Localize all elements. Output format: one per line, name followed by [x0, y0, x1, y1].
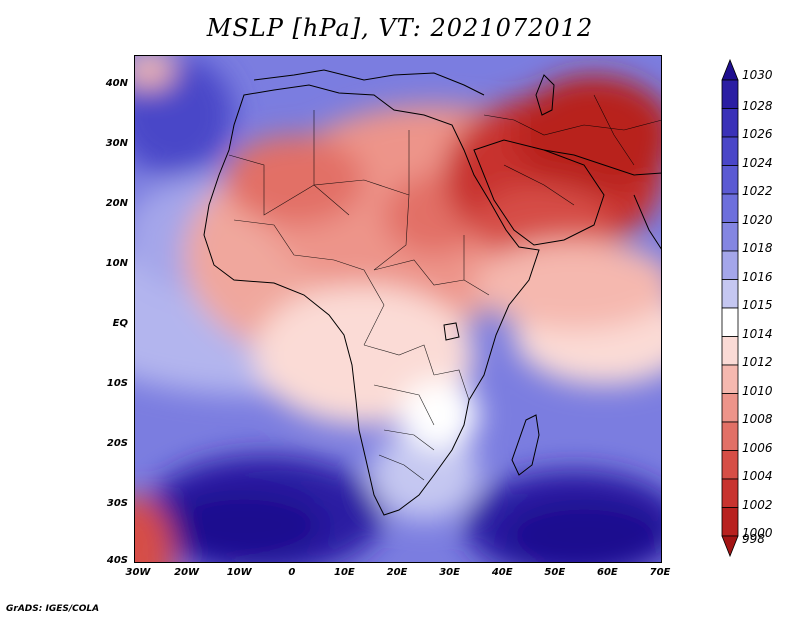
y-tick-label: 40S [106, 555, 128, 566]
colorbar-swatch [721, 507, 739, 537]
colorbar-swatch [721, 79, 739, 109]
x-tick-label: 10W [226, 567, 252, 578]
y-tick-label: EQ [112, 318, 128, 329]
colorbar-swatch [721, 193, 739, 223]
map-title: MSLP [hPa], VT: 2021072012 [206, 14, 594, 42]
y-tick-label: 10S [106, 378, 128, 389]
colorbar-label: 1015 [742, 298, 773, 312]
colorbar-label: 1014 [742, 326, 773, 341]
y-tick-label: 10N [105, 258, 128, 269]
x-tick-label: 0 [288, 567, 296, 578]
colorbar-swatch [721, 364, 739, 394]
colorbar-label: 1012 [742, 355, 773, 369]
colorbar-label: 1026 [742, 127, 773, 141]
colorbar-label: 1004 [742, 469, 773, 483]
x-tick-label: 10E [334, 567, 355, 578]
colorbar-label: 1006 [742, 440, 773, 455]
colorbar-label: 998 [742, 532, 765, 546]
colorbar-top-arrow [721, 58, 739, 81]
colorbar-label: 1000 [742, 526, 773, 540]
pressure-map [134, 55, 662, 563]
colorbar-label: 1024 [742, 155, 773, 170]
colorbar-label: 1028 [742, 98, 773, 113]
coastlines [203, 69, 662, 516]
colorbar-swatch [721, 165, 739, 195]
colorbar-swatch [721, 307, 739, 337]
y-tick-label: 20N [105, 198, 128, 209]
pressure-shading [134, 55, 662, 563]
colorbar-label: 1018 [742, 241, 773, 255]
colorbar-swatch [721, 136, 739, 166]
colorbar-swatch [721, 421, 739, 451]
colorbar-swatch [721, 478, 739, 508]
x-tick-label: 30W [125, 567, 151, 578]
colorbar-swatch [721, 222, 739, 252]
colorbar-label: 1022 [742, 184, 773, 198]
colorbar-swatch [721, 279, 739, 309]
x-tick-label: 70E [649, 567, 671, 578]
colorbar-bottom-arrow [721, 535, 739, 558]
x-tick-label: 50E [544, 567, 566, 578]
colorbar-swatch [721, 108, 739, 138]
x-tick-label: 60E [597, 567, 618, 578]
y-tick-label: 30S [106, 498, 128, 509]
x-tick-label: 40E [491, 567, 513, 578]
grads-footer: GrADS: IGES/COLA [6, 604, 100, 614]
colorbar-label: 1030 [742, 68, 773, 82]
colorbar-swatch [721, 393, 739, 423]
y-tick-label: 30N [105, 138, 128, 149]
x-tick-label: 20W [174, 567, 200, 578]
y-tick-label: 20S [106, 438, 128, 449]
x-tick-label: 30E [439, 567, 460, 578]
colorbar-label: 1002 [742, 497, 773, 512]
colorbar-swatch [721, 336, 739, 366]
y-tick-label: 40N [105, 78, 128, 89]
colorbar-label: 1016 [742, 269, 773, 284]
colorbar-label: 1020 [742, 212, 773, 227]
country-borders [228, 94, 662, 481]
pressure-field-svg [134, 55, 662, 563]
colorbar [721, 58, 739, 558]
x-tick-label: 20E [386, 567, 408, 578]
colorbar-swatch [721, 450, 739, 480]
colorbar-label: 1010 [742, 383, 773, 398]
colorbar-swatch [721, 250, 739, 280]
colorbar-label: 1008 [742, 412, 773, 426]
